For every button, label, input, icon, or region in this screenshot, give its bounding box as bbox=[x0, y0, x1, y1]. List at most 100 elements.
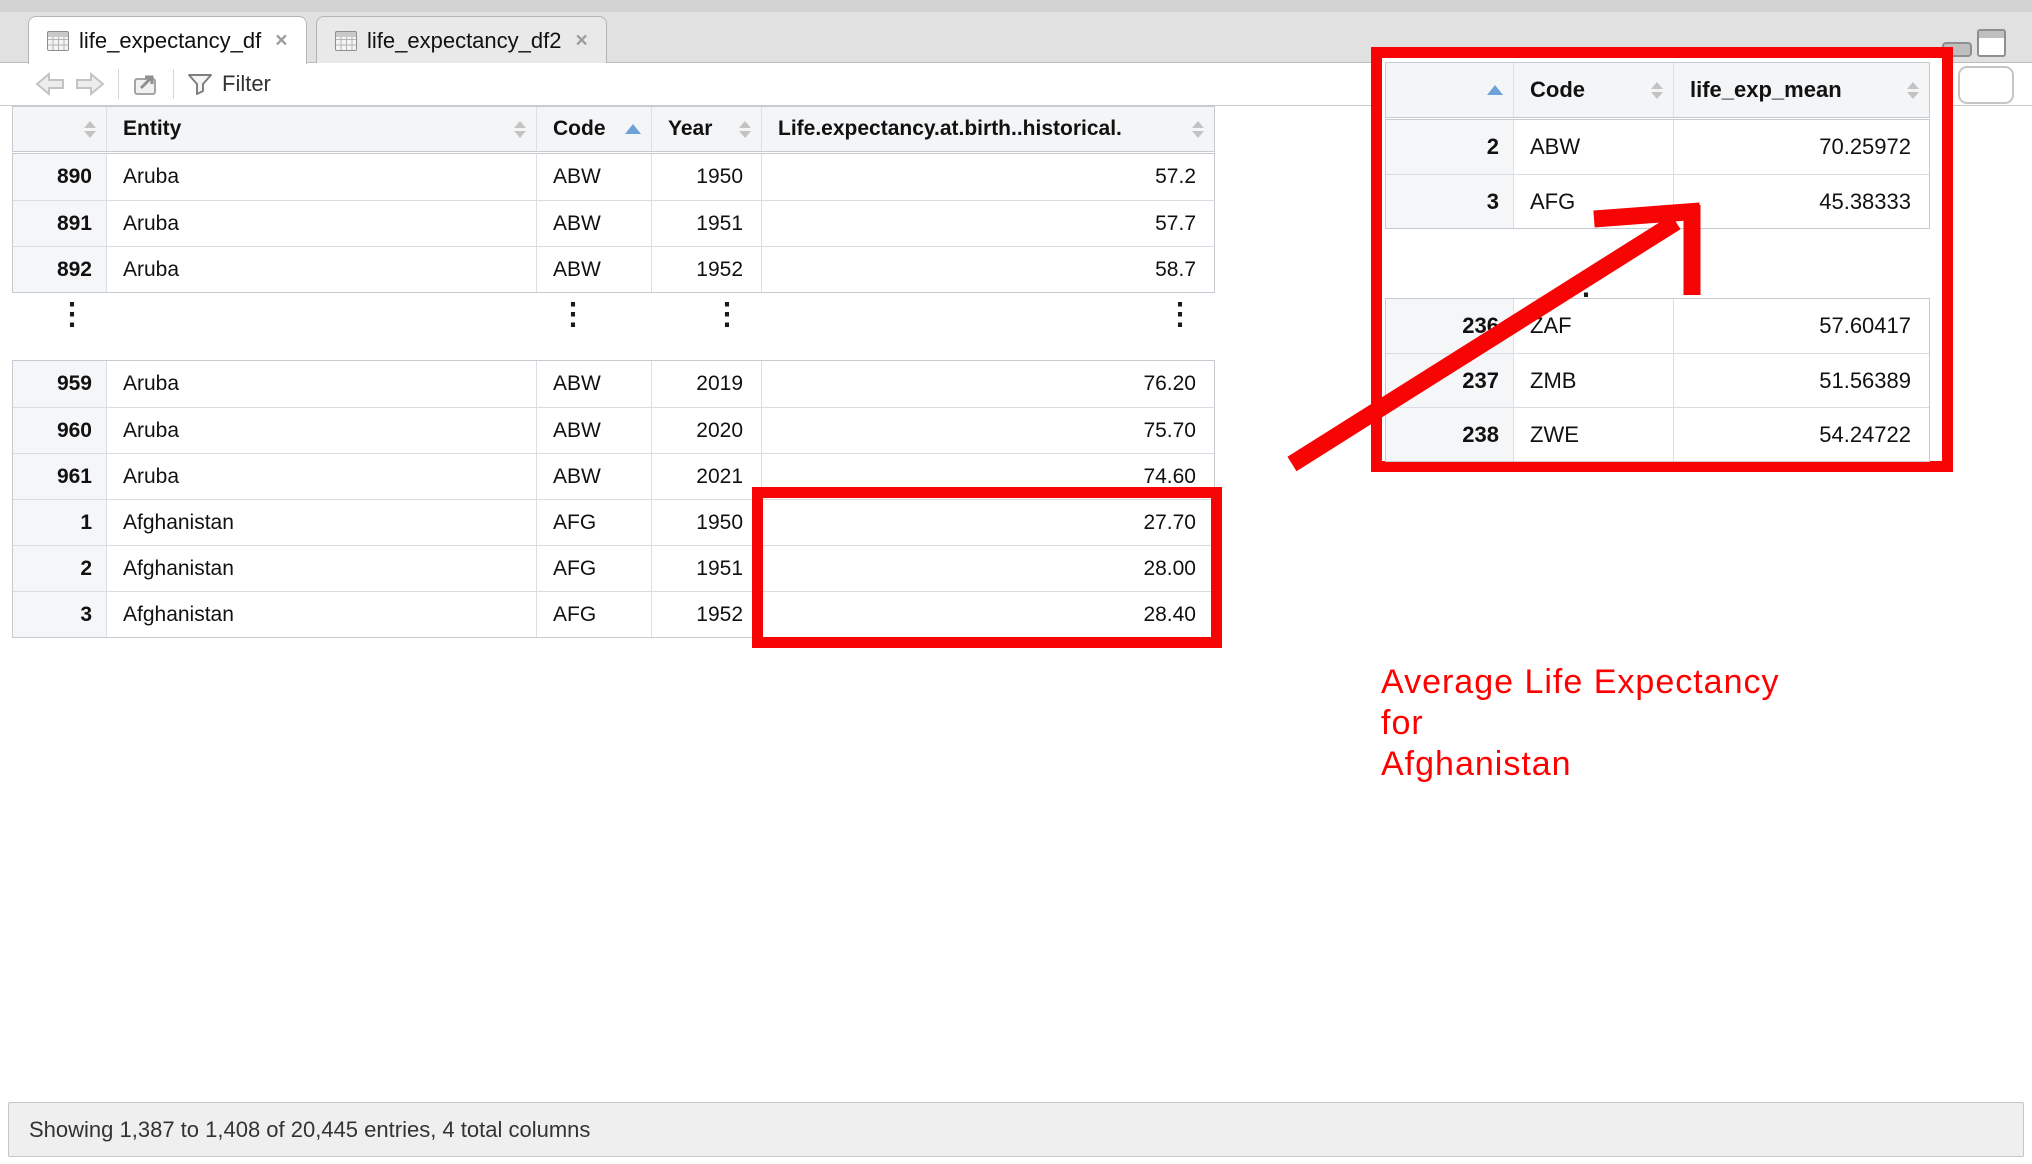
cell-value: 74.60 bbox=[761, 454, 1214, 499]
table-row: 2 ABW 70.25972 bbox=[1386, 120, 1929, 174]
tab-life-expectancy-df2[interactable]: life_expectancy_df2 × bbox=[316, 16, 607, 64]
data-viewer-table: Entity Code Year Life.expectancy.at.birth..… bbox=[12, 106, 1215, 638]
table-grid-icon bbox=[335, 30, 357, 51]
cell-num: 3 bbox=[1386, 175, 1513, 228]
column-header-life_exp_mean[interactable]: life_exp_mean bbox=[1673, 63, 1929, 117]
tab-label: life_expectancy_df2 bbox=[367, 27, 562, 53]
cell-entity: Aruba bbox=[106, 361, 536, 407]
cell-num: 3 bbox=[13, 592, 106, 637]
sort-toggle-icon bbox=[1651, 81, 1663, 99]
cell-num: 891 bbox=[13, 201, 106, 246]
table-row: 959 Aruba ABW 2019 76.20 bbox=[13, 361, 1214, 407]
sort-toggle-icon bbox=[1192, 120, 1204, 138]
back-arrow-icon bbox=[35, 71, 64, 97]
table-row: 892 Aruba ABW 1952 58.7 bbox=[13, 246, 1214, 292]
toolbar-separator bbox=[173, 69, 174, 99]
sort-toggle-icon bbox=[514, 120, 526, 138]
toolbar-separator bbox=[118, 69, 119, 99]
cell-year: 1952 bbox=[651, 247, 761, 292]
cell-code: ABW bbox=[536, 201, 651, 246]
search-input[interactable] bbox=[1958, 66, 2014, 104]
cell-num: 238 bbox=[1386, 408, 1513, 461]
overlay-rows-block: 2 ABW 70.25972 3 AFG 45.38333 bbox=[1385, 119, 1930, 229]
cell-num: 961 bbox=[13, 454, 106, 499]
table-row: 236 ZAF 57.60417 bbox=[1386, 299, 1929, 353]
annotation-line: for bbox=[1381, 704, 1424, 742]
table-row: 891 Aruba ABW 1951 57.7 bbox=[13, 200, 1214, 246]
cell-value: 58.7 bbox=[761, 247, 1214, 292]
table-grid-icon bbox=[47, 30, 69, 51]
sort-toggle-icon bbox=[1907, 81, 1919, 99]
table-row: 890 Aruba ABW 1950 57.2 bbox=[13, 154, 1214, 200]
overlay-rows-block: 236 ZAF 57.60417 237 ZMB 51.56389 238 ZWE 54.247… bbox=[1385, 298, 1930, 462]
cell-entity: Afghanistan bbox=[106, 592, 536, 637]
cell-num: 1 bbox=[13, 500, 106, 545]
column-header-rownum[interactable] bbox=[13, 107, 106, 151]
annotation-line: Average Life Expectancy bbox=[1381, 663, 1780, 701]
table-row: 237 ZMB 51.56389 bbox=[1386, 353, 1929, 407]
column-header-Entity[interactable]: Entity bbox=[106, 107, 536, 151]
cell-value: 51.56389 bbox=[1673, 354, 1929, 407]
filter-button[interactable]: Filter bbox=[186, 71, 271, 97]
red-highlight-box bbox=[752, 487, 1222, 648]
column-header-label: Life.expectancy.at.birth..historical. bbox=[778, 117, 1122, 140]
cell-value: 57.60417 bbox=[1673, 299, 1929, 353]
cell-code: ABW bbox=[536, 408, 651, 453]
cell-entity: Aruba bbox=[106, 201, 536, 246]
column-header-label: Year bbox=[668, 117, 713, 140]
tab-life-expectancy-df[interactable]: life_expectancy_df × bbox=[28, 16, 307, 64]
maximize-pane-icon[interactable] bbox=[1977, 29, 2006, 57]
cell-value: 70.25972 bbox=[1673, 120, 1929, 174]
column-header-label: Code bbox=[1530, 77, 1585, 102]
cell-num: 959 bbox=[13, 361, 106, 407]
cell-code: AFG bbox=[536, 592, 651, 637]
cell-num: 237 bbox=[1386, 354, 1513, 407]
cell-entity: Aruba bbox=[106, 154, 536, 200]
column-header-rownum[interactable] bbox=[1386, 63, 1513, 117]
cell-entity: Aruba bbox=[106, 408, 536, 453]
table-row: 960 Aruba ABW 2020 75.70 bbox=[13, 407, 1214, 453]
cell-value: 75.70 bbox=[761, 408, 1214, 453]
overlay-header-row: Code life_exp_mean bbox=[1385, 62, 1930, 118]
back-button[interactable] bbox=[34, 71, 68, 97]
sort-ascending-icon bbox=[1487, 85, 1503, 95]
cell-code: ABW bbox=[1513, 120, 1673, 174]
close-icon[interactable]: × bbox=[575, 28, 588, 52]
column-header-Code[interactable]: Code bbox=[536, 107, 651, 151]
column-header-Year[interactable]: Year bbox=[651, 107, 761, 151]
open-in-new-window-button[interactable] bbox=[131, 70, 161, 98]
forward-button[interactable] bbox=[72, 71, 106, 97]
row-ellipsis: ⋮ bbox=[1165, 298, 1195, 331]
sort-toggle-icon bbox=[84, 120, 96, 138]
close-icon[interactable]: × bbox=[275, 28, 288, 52]
cell-code: ZWE bbox=[1513, 408, 1673, 461]
column-header-Code[interactable]: Code bbox=[1513, 63, 1673, 117]
table-row: 2 Afghanistan AFG 1951 28.00 bbox=[13, 545, 1214, 591]
table-rows-block: 959 Aruba ABW 2019 76.20 960 Aruba ABW 2020 75.70… bbox=[12, 360, 1215, 638]
tab-label: life_expectancy_df bbox=[79, 27, 262, 53]
cell-year: 1951 bbox=[651, 201, 761, 246]
cell-code: AFG bbox=[1513, 175, 1673, 228]
column-header-label: Entity bbox=[123, 117, 182, 140]
cell-num: 2 bbox=[13, 546, 106, 591]
cell-num: 892 bbox=[13, 247, 106, 292]
cell-year: 1950 bbox=[651, 500, 761, 545]
table-row: 1 Afghanistan AFG 1950 27.70 bbox=[13, 499, 1214, 545]
cell-code: ABW bbox=[536, 454, 651, 499]
window-top-strip bbox=[0, 0, 2032, 12]
cell-year: 1951 bbox=[651, 546, 761, 591]
cell-num: 236 bbox=[1386, 299, 1513, 353]
column-header-Life.expectancy.at.birth..historical.[interactable]: Life.expectancy.at.birth..historical. bbox=[761, 107, 1214, 151]
row-ellipsis: ⋮ bbox=[712, 298, 742, 331]
cell-year: 1952 bbox=[651, 592, 761, 637]
filter-button-label: Filter bbox=[222, 71, 271, 96]
cell-year: 1950 bbox=[651, 154, 761, 200]
cell-entity: Afghanistan bbox=[106, 500, 536, 545]
forward-arrow-icon bbox=[76, 71, 105, 97]
column-header-label: life_exp_mean bbox=[1690, 77, 1842, 102]
cell-entity: Afghanistan bbox=[106, 546, 536, 591]
cell-value: 45.38333 bbox=[1673, 175, 1929, 228]
overlay-table: Code life_exp_mean 2 ABW 70.25972 3 AFG 45.383… bbox=[1385, 62, 1930, 462]
cell-year: 2020 bbox=[651, 408, 761, 453]
tab-bar: life_expectancy_df × life_expectancy_df2… bbox=[0, 12, 2032, 64]
